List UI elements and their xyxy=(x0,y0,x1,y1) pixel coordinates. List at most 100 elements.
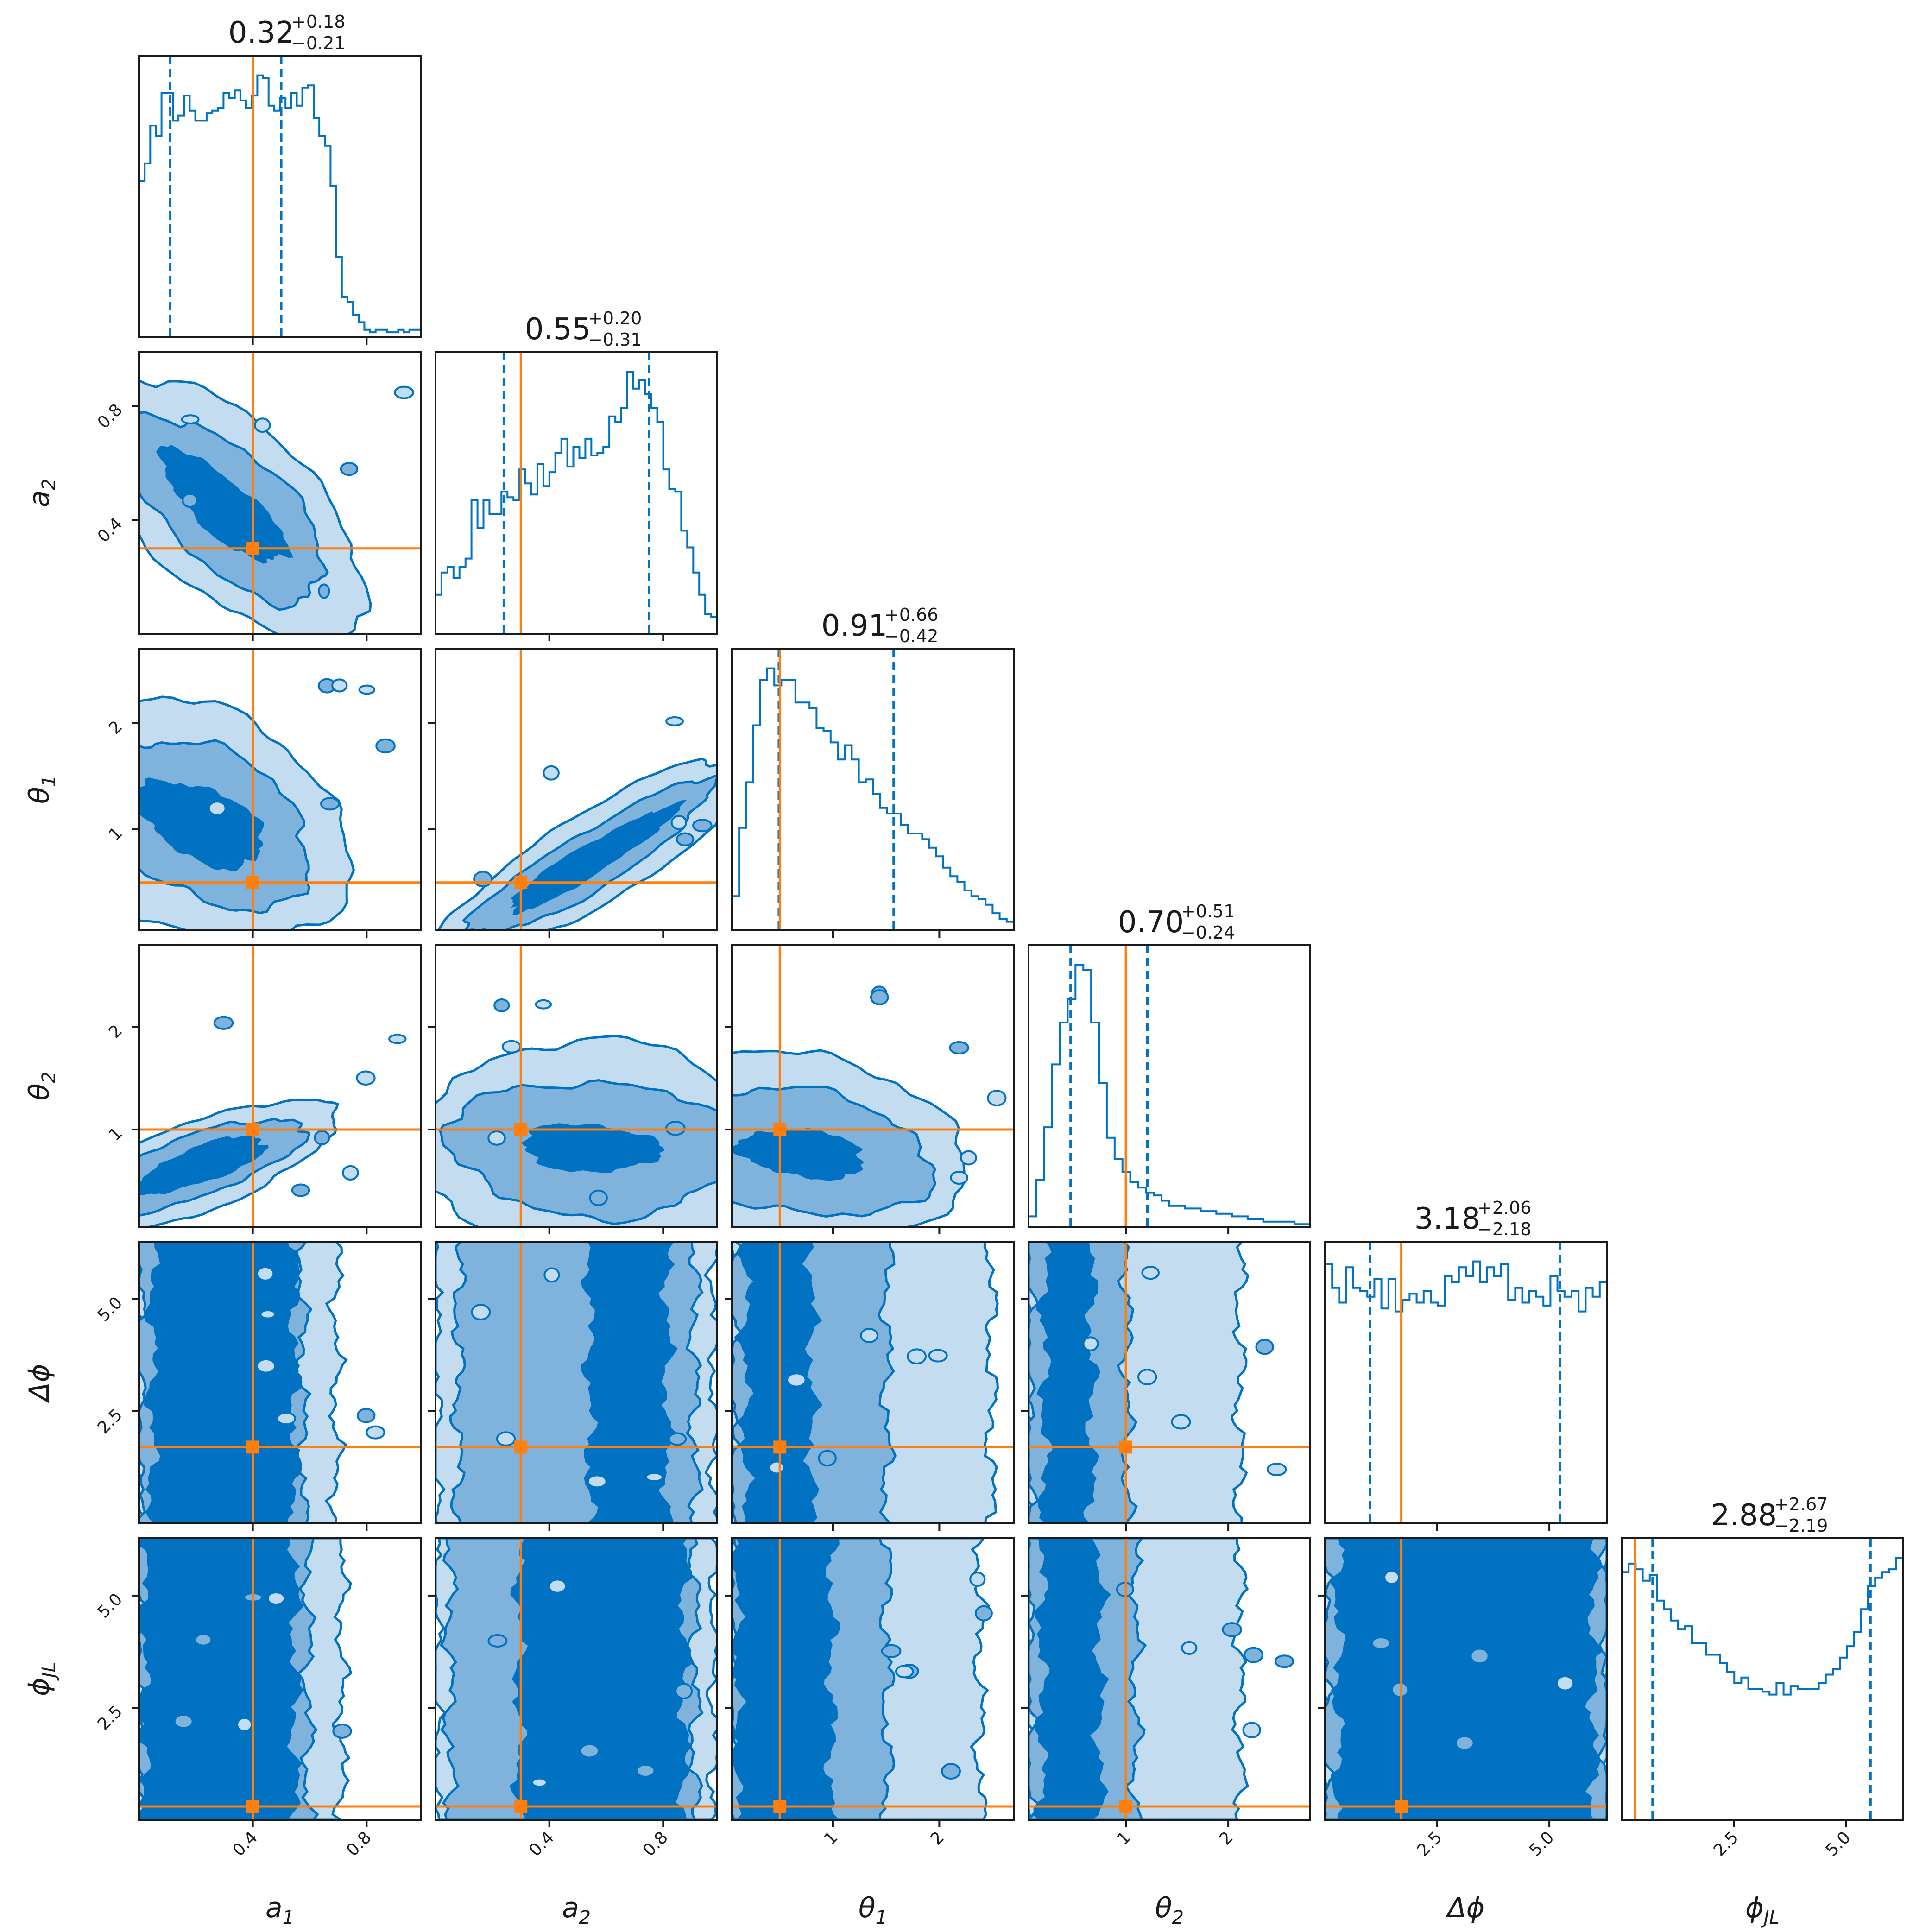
title-plus-error: +2.67 xyxy=(1774,1494,1828,1515)
histogram-title-a2: 0.55 xyxy=(525,312,591,347)
panel-frame xyxy=(435,1241,718,1524)
x-tick-label: 0.4 xyxy=(229,1828,261,1860)
contour-panel-dphi-vs-theta2 xyxy=(1029,1242,1310,1523)
histogram-title-theta1: 0.91 xyxy=(821,609,888,643)
panel-frame xyxy=(138,1241,422,1524)
contour-panel-phijl-vs-theta1 xyxy=(732,1538,1014,1820)
axis-label-base: ϕ xyxy=(1745,1892,1764,1924)
contour-island xyxy=(358,684,376,695)
contour-level-3 xyxy=(1033,1538,1111,1820)
contour-island xyxy=(388,1034,407,1044)
contour-island xyxy=(881,1644,902,1658)
contour-panel-phijl-vs-a1 xyxy=(139,1538,421,1820)
contour-island xyxy=(1454,1735,1475,1751)
contour-panel-theta2-vs-theta1 xyxy=(732,945,1014,1227)
panel-frame xyxy=(731,648,1015,931)
contour-panel-theta1-vs-a2 xyxy=(436,649,717,930)
contour-island xyxy=(1082,1336,1099,1351)
contour-level-3 xyxy=(1330,1538,1603,1820)
contour-island xyxy=(543,1267,560,1283)
histogram-theta1 xyxy=(732,667,1014,923)
panel-frame xyxy=(1028,1537,1311,1821)
y-axis-label-theta2: θ2 xyxy=(23,1072,60,1100)
axis-label-subscript: 2 xyxy=(38,1072,60,1083)
contour-island xyxy=(548,1578,567,1594)
contour-island xyxy=(818,1450,837,1467)
x-axis-label-theta2: θ2 xyxy=(1155,1892,1184,1928)
title-minus-error: −2.18 xyxy=(1477,1219,1531,1239)
contour-island xyxy=(665,716,684,726)
contour-island xyxy=(256,1266,275,1282)
axis-label-subscript: 2 xyxy=(38,479,60,490)
contour-island xyxy=(949,1041,969,1054)
x-tick-label: 2.5 xyxy=(1710,1828,1742,1860)
contour-island xyxy=(1242,1722,1261,1739)
x-tick-label: 2.5 xyxy=(1414,1828,1446,1860)
contour-island xyxy=(645,1472,664,1483)
contour-island xyxy=(987,1090,1007,1107)
contour-island xyxy=(366,1425,385,1440)
axis-label-subscript: 2 xyxy=(1172,1907,1184,1928)
x-tick-label: 0.4 xyxy=(526,1828,558,1860)
contour-island xyxy=(969,1572,986,1587)
panel-frame xyxy=(435,351,718,635)
histogram-phijl xyxy=(1622,1557,1903,1696)
contour-island xyxy=(589,1189,608,1206)
y-tick-label: 1 xyxy=(105,1124,126,1144)
truth-marker xyxy=(1395,1799,1408,1813)
truth-marker xyxy=(246,1123,259,1136)
contour-island xyxy=(291,1183,310,1197)
contour-panel-phijl-vs-a2 xyxy=(436,1538,717,1820)
contour-island xyxy=(960,1150,977,1166)
panel-frame xyxy=(138,55,422,338)
contour-island xyxy=(496,1431,516,1446)
title-plus-error: +2.06 xyxy=(1477,1198,1531,1218)
title-plus-error: +0.51 xyxy=(1181,901,1235,922)
contour-panel-theta2-vs-a2 xyxy=(436,945,717,1227)
contour-island xyxy=(1222,1622,1242,1637)
contour-fills xyxy=(139,352,1607,1820)
x-axis-label-a2: a2 xyxy=(562,1892,591,1928)
panel-frame xyxy=(1324,1537,1608,1821)
panel-frame xyxy=(731,1241,1015,1524)
contour-island xyxy=(768,1460,785,1475)
contour-island xyxy=(675,1683,693,1700)
axis-label-subscript: 1 xyxy=(876,1907,887,1928)
panel-frame xyxy=(1324,1241,1608,1524)
contour-panel-a2-vs-a1 xyxy=(139,352,421,634)
x-tick-label: 2 xyxy=(1216,1828,1237,1849)
contour-island xyxy=(1141,1266,1160,1280)
axis-label-base: θ xyxy=(1155,1892,1172,1924)
contour-island xyxy=(1555,1675,1575,1692)
y-axis-label-theta1: θ1 xyxy=(23,775,60,804)
axis-label-base: a xyxy=(23,490,56,507)
x-axis-label-dphi: Δϕ xyxy=(1446,1892,1485,1924)
axis-label-subscript: JL xyxy=(38,1662,60,1681)
truth-marker xyxy=(246,1799,259,1813)
truth-marker xyxy=(773,1123,787,1136)
x-tick-label: 2 xyxy=(927,1828,948,1849)
contour-island xyxy=(535,999,552,1010)
axis-label-subscript: JL xyxy=(1761,1907,1780,1928)
contour-level-3 xyxy=(734,1242,823,1523)
contour-level-3 xyxy=(521,1123,665,1174)
contour-island xyxy=(259,1309,276,1320)
contour-level-3 xyxy=(1035,1242,1100,1523)
contour-island xyxy=(860,1328,878,1343)
contour-island xyxy=(318,583,330,599)
contour-level-3 xyxy=(580,1242,678,1523)
contour-island xyxy=(332,1724,352,1739)
truth-marker xyxy=(1119,1440,1133,1454)
x-axis-label-theta1: θ1 xyxy=(859,1892,887,1928)
x-tick-label: 1 xyxy=(821,1828,841,1849)
contour-island xyxy=(950,1170,968,1185)
contour-island xyxy=(356,1408,376,1423)
y-tick-label: 2 xyxy=(105,717,126,738)
contour-island xyxy=(1266,1463,1287,1477)
truth-marker xyxy=(1119,1799,1133,1813)
contour-island xyxy=(543,765,560,781)
contour-island xyxy=(1383,1570,1400,1585)
histogram-a1 xyxy=(139,74,421,334)
contour-island xyxy=(676,832,695,846)
contour-island xyxy=(471,1304,491,1320)
